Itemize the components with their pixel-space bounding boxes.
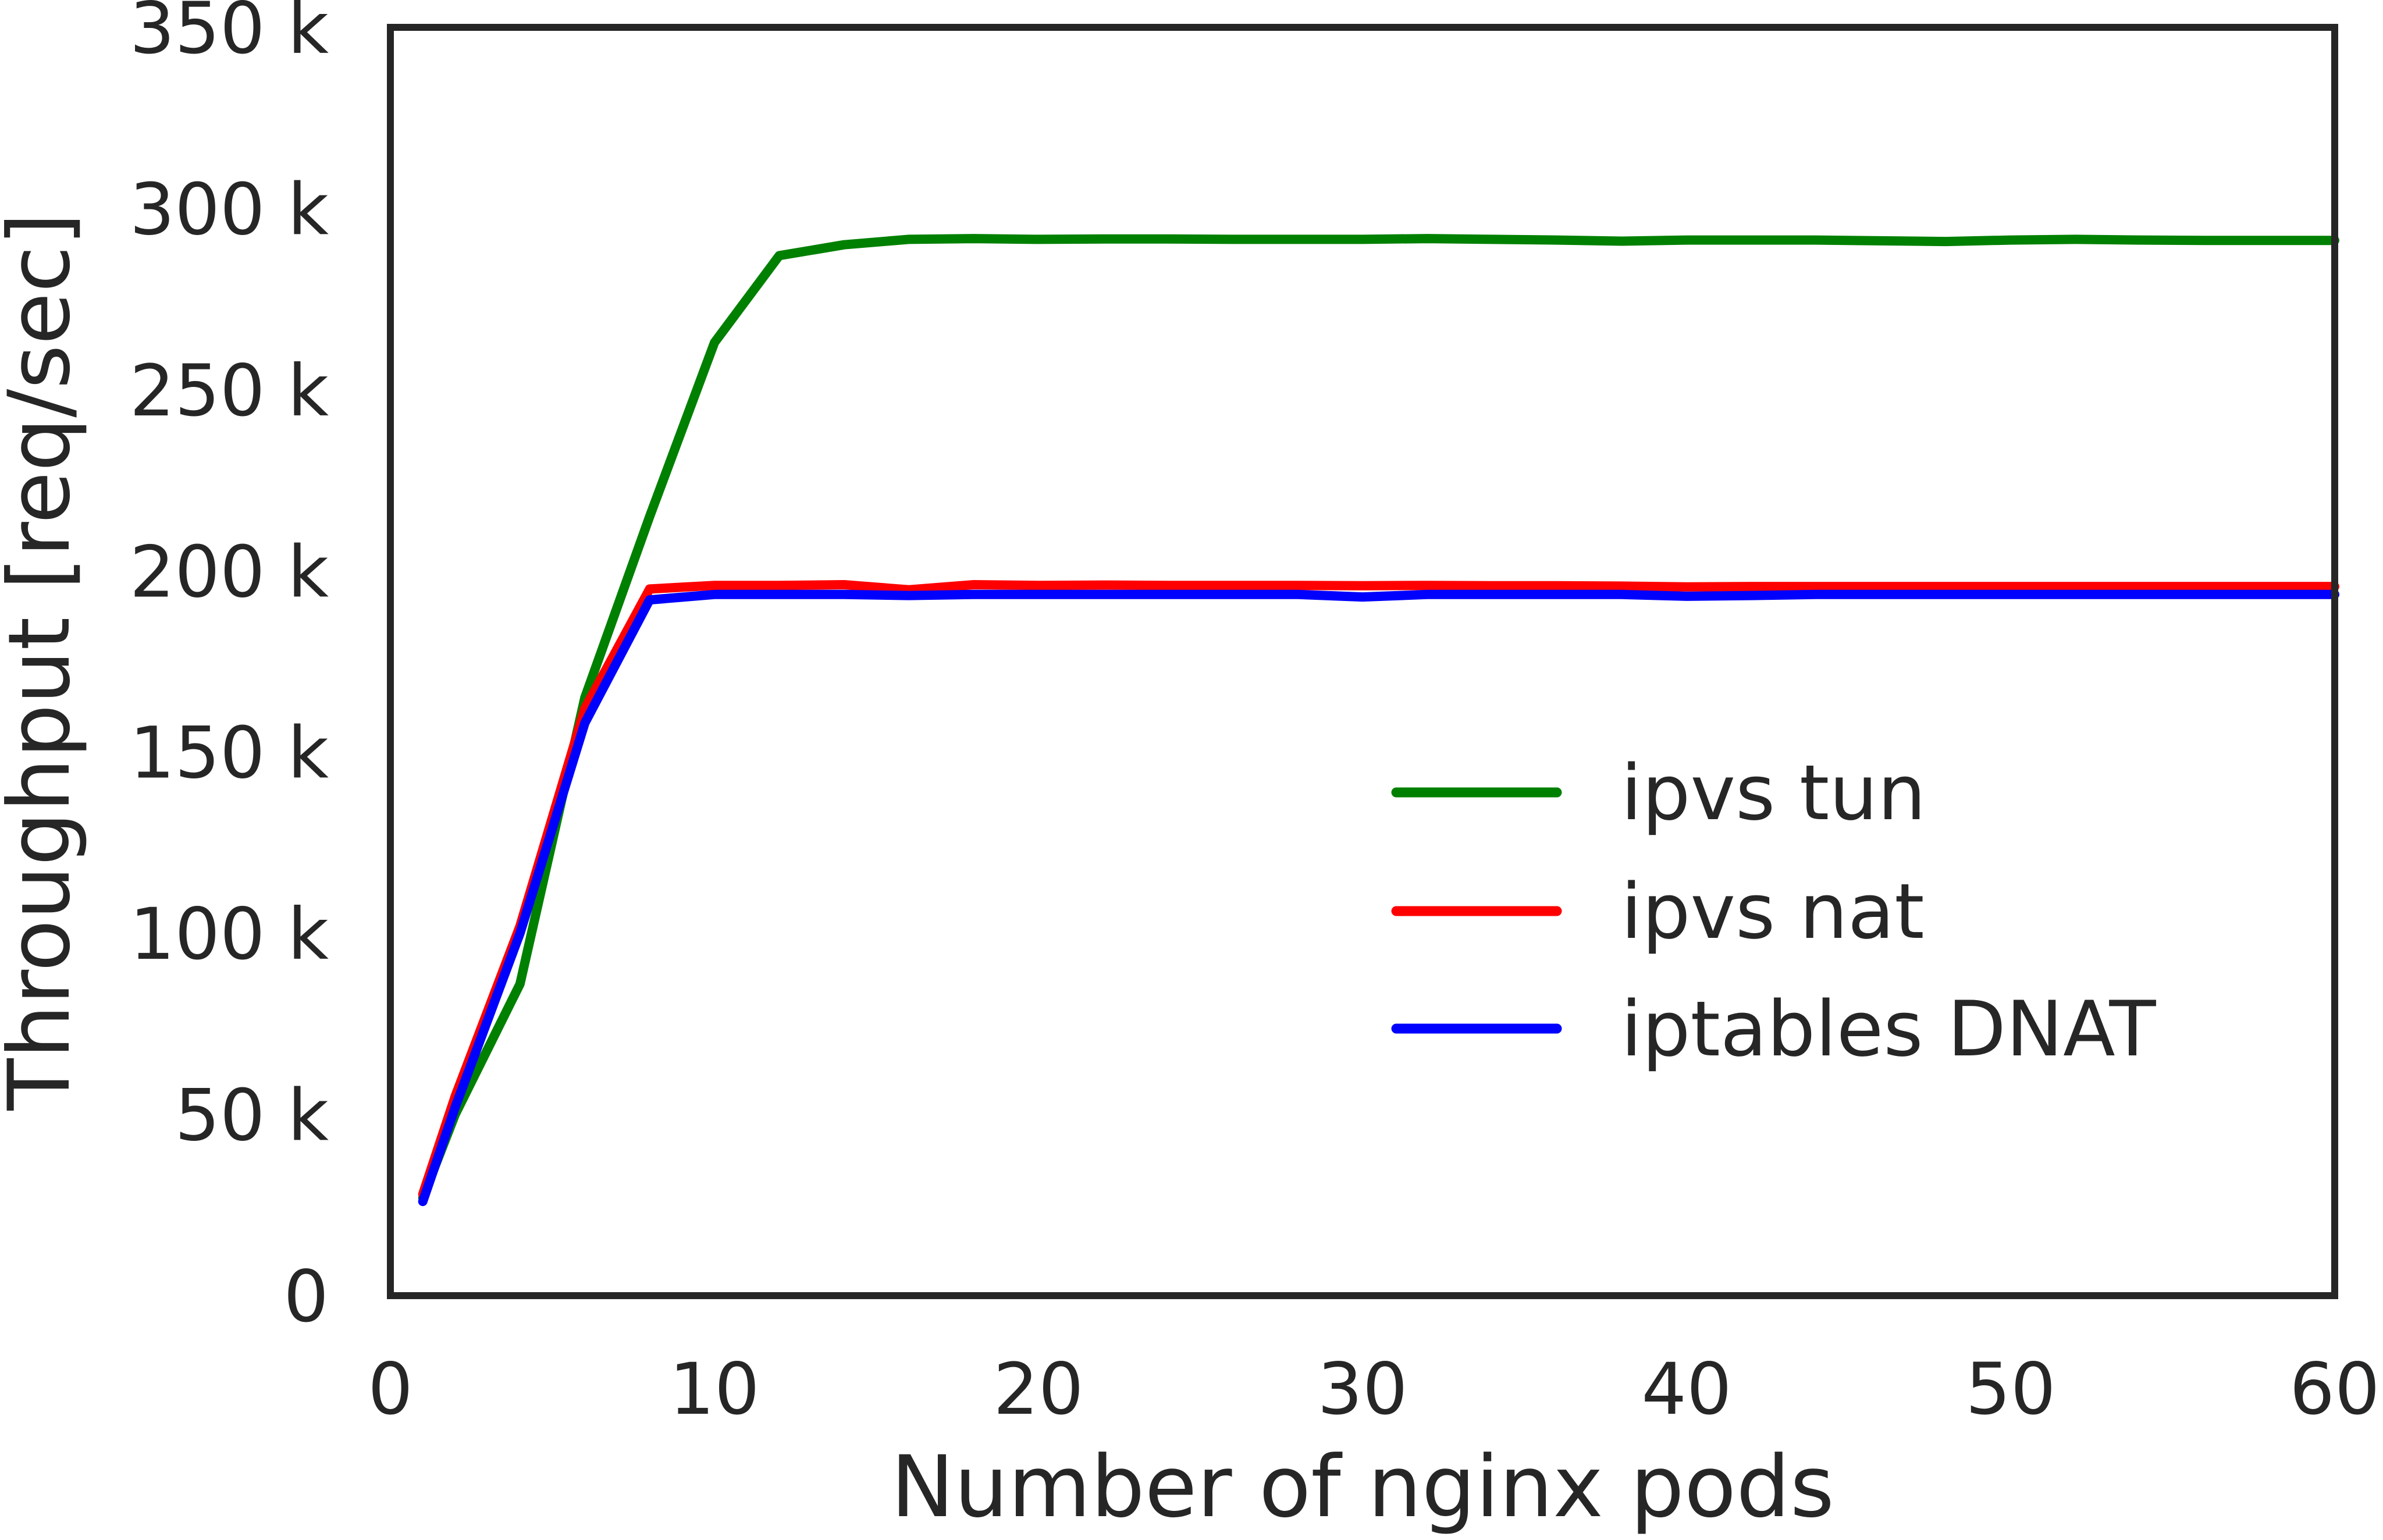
y-tick-label: 250 k <box>130 350 329 432</box>
legend-label-0: ipvs tun <box>1621 748 1926 837</box>
legend-label-2: iptables DNAT <box>1621 984 2157 1073</box>
x-tick-label: 40 <box>1641 1348 1731 1431</box>
x-axis-title: Number of nginx pods <box>891 1438 1834 1537</box>
y-tick-label: 350 k <box>130 0 329 70</box>
y-tick-label: 0 <box>283 1256 329 1338</box>
x-tick-label: 60 <box>2289 1348 2380 1431</box>
series-line-1 <box>423 585 2335 1194</box>
x-tick-label: 20 <box>993 1348 1083 1431</box>
y-tick-label: 200 k <box>130 531 329 613</box>
legend: ipvs tun ipvs nat iptables DNAT <box>1396 748 2157 1073</box>
x-tick-label: 50 <box>1965 1348 2055 1431</box>
y-tick-label: 300 k <box>130 168 329 251</box>
y-tick-label: 100 k <box>130 893 329 976</box>
y-tick-label: 150 k <box>130 712 329 795</box>
y-tick-label: 50 k <box>175 1075 329 1157</box>
x-tick-label: 10 <box>669 1348 759 1431</box>
x-tick-label: 30 <box>1317 1348 1407 1431</box>
y-axis-title: Throughput [req/sec] <box>0 212 89 1111</box>
plot-frame <box>390 27 2335 1296</box>
legend-label-1: ipvs nat <box>1621 867 1925 956</box>
axis-ticks: 0 10 20 30 40 50 60 0 50 k 100 k 150 k 200 k 250 k 30… <box>130 0 2380 1431</box>
x-tick-label: 0 <box>368 1348 413 1431</box>
series-line-2 <box>423 595 2335 1201</box>
